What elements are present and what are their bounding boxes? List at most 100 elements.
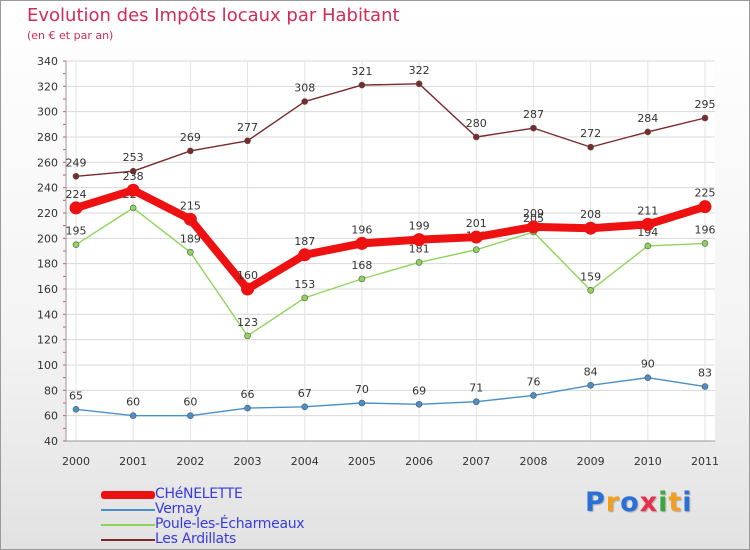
data-label-chenelette: 187 xyxy=(294,235,315,248)
data-point-ardillats xyxy=(187,147,194,155)
data-point-vernay xyxy=(472,398,480,406)
data-label-chenelette: 225 xyxy=(695,187,716,200)
logo-letter: P xyxy=(585,487,606,518)
y-tick-label: 300 xyxy=(37,106,58,119)
data-point-poule xyxy=(129,204,137,212)
data-point-poule xyxy=(358,275,366,283)
legend-label-vernay: Vernay xyxy=(155,501,202,517)
data-label-poule: 196 xyxy=(695,223,716,236)
data-label-chenelette: 211 xyxy=(637,204,658,217)
data-label-vernay: 70 xyxy=(355,383,369,396)
chart-title: Evolution des Impôts locaux par Habitant xyxy=(27,5,400,26)
data-label-chenelette: 208 xyxy=(580,208,601,221)
data-point-poule xyxy=(415,259,423,266)
y-tick-label: 280 xyxy=(37,131,58,144)
data-label-poule: 195 xyxy=(66,225,87,238)
data-point-poule xyxy=(72,241,80,248)
data-label-vernay: 60 xyxy=(126,396,140,409)
y-tick-label: 120 xyxy=(37,334,58,347)
data-point-chenelette xyxy=(412,233,426,247)
proxiti-logo: Proxiti xyxy=(585,487,693,518)
data-label-poule: 159 xyxy=(580,270,601,283)
data-point-chenelette xyxy=(698,200,712,214)
data-label-ardillats: 269 xyxy=(180,131,201,144)
data-point-chenelette xyxy=(641,217,655,231)
y-tick-label: 160 xyxy=(37,283,58,296)
data-point-vernay xyxy=(530,392,537,399)
data-point-vernay xyxy=(72,406,80,413)
plot-area xyxy=(66,61,715,441)
legend-label-chenelette: CHéNELETTE xyxy=(155,486,243,502)
data-point-chenelette xyxy=(526,220,540,234)
x-tick-label: 2009 xyxy=(577,455,605,468)
data-label-ardillats: 272 xyxy=(580,127,601,140)
legend-label-ardillats: Les Ardillats xyxy=(155,531,237,547)
y-tick-label: 60 xyxy=(44,410,58,423)
data-point-ardillats xyxy=(587,143,594,151)
x-tick-label: 2003 xyxy=(234,455,262,468)
y-tick-label: 220 xyxy=(37,207,58,220)
data-point-chenelette xyxy=(584,221,598,235)
data-label-poule: 153 xyxy=(294,278,315,291)
data-label-ardillats: 284 xyxy=(637,112,658,125)
legend-swatch-poule xyxy=(101,524,155,526)
y-tick-label: 140 xyxy=(37,308,58,321)
data-point-ardillats xyxy=(301,98,309,105)
data-point-chenelette xyxy=(355,236,369,250)
legend-swatch-ardillats xyxy=(101,539,155,541)
data-label-chenelette: 224 xyxy=(66,188,87,201)
data-point-poule xyxy=(244,332,251,340)
legend-swatch-vernay xyxy=(101,509,155,511)
x-tick-label: 2002 xyxy=(176,455,204,468)
data-label-vernay: 84 xyxy=(584,365,598,378)
legend-label-poule: Poule-les-Écharmeaux xyxy=(155,516,305,532)
data-point-poule xyxy=(301,294,309,302)
data-point-ardillats xyxy=(644,128,652,136)
data-point-chenelette xyxy=(69,201,83,215)
data-label-ardillats: 295 xyxy=(695,98,716,111)
data-label-ardillats: 280 xyxy=(466,117,487,130)
logo-letter: r xyxy=(605,487,621,518)
y-tick-label: 180 xyxy=(37,258,58,271)
data-point-chenelette xyxy=(298,248,312,262)
y-tick-label: 200 xyxy=(37,232,58,245)
data-label-vernay: 69 xyxy=(412,384,426,397)
data-label-vernay: 83 xyxy=(698,367,712,380)
data-point-poule xyxy=(701,240,709,247)
data-label-ardillats: 253 xyxy=(123,151,144,164)
logo-letter: i xyxy=(682,487,693,518)
y-tick-label: 320 xyxy=(37,80,58,93)
logo-letter: t xyxy=(668,487,683,518)
data-label-poule: 168 xyxy=(351,259,372,272)
y-tick-label: 240 xyxy=(37,182,58,195)
data-label-poule: 205 xyxy=(523,212,544,225)
x-tick-label: 2007 xyxy=(462,455,490,468)
data-label-poule: 189 xyxy=(180,232,201,245)
data-label-poule: 181 xyxy=(409,242,430,255)
data-point-ardillats xyxy=(472,133,480,141)
data-point-vernay xyxy=(187,412,194,419)
y-tick-label: 260 xyxy=(37,156,58,169)
logo-letter: o xyxy=(620,487,640,518)
data-label-ardillats: 249 xyxy=(66,156,87,169)
data-label-chenelette: 199 xyxy=(409,220,430,233)
x-tick-label: 2008 xyxy=(519,455,547,468)
x-tick-label: 2001 xyxy=(119,455,147,468)
data-point-vernay xyxy=(415,400,423,408)
y-tick-label: 100 xyxy=(37,359,58,372)
data-label-poule: 123 xyxy=(237,316,258,329)
data-label-vernay: 65 xyxy=(69,389,83,402)
data-point-ardillats xyxy=(530,124,537,132)
data-point-chenelette xyxy=(126,183,140,197)
y-tick-label: 40 xyxy=(44,435,58,448)
data-point-ardillats xyxy=(129,167,137,175)
data-label-chenelette: 215 xyxy=(180,199,201,212)
series-line-chenelette xyxy=(72,186,709,293)
x-tick-label: 2010 xyxy=(634,455,662,468)
data-point-poule xyxy=(644,242,652,250)
data-label-chenelette: 201 xyxy=(466,217,487,230)
data-point-vernay xyxy=(129,412,137,419)
data-label-vernay: 67 xyxy=(298,387,312,400)
data-point-ardillats xyxy=(244,137,251,145)
